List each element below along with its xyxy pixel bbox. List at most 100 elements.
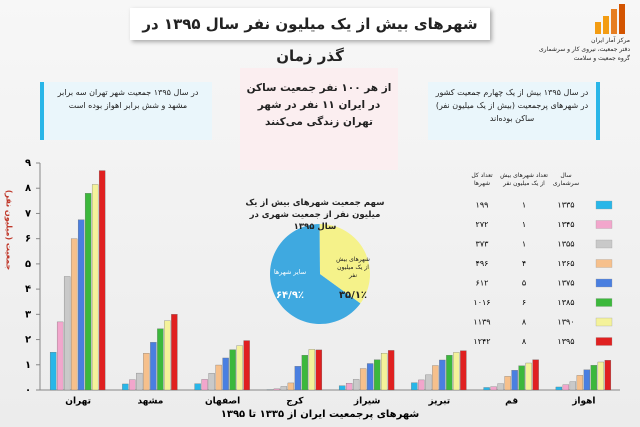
bar: [518, 365, 525, 391]
bar: [136, 372, 143, 391]
table-cell: ۸: [522, 318, 527, 327]
bar: [171, 314, 178, 391]
bar: [583, 369, 591, 391]
bar: [497, 383, 504, 391]
bar: [352, 379, 360, 391]
bar: [243, 340, 250, 391]
table-header: سال سرشماری: [552, 172, 580, 187]
bar: [511, 370, 518, 391]
table-header: تعداد کل شهرها: [471, 172, 493, 187]
bar: [56, 321, 64, 391]
legend-swatch: [595, 317, 613, 327]
legend-label: ۱۳۹۰: [557, 318, 574, 327]
bar: [569, 381, 577, 391]
bar: [373, 359, 381, 391]
legend-label: ۱۳۶۵: [557, 259, 574, 268]
bar: [215, 364, 222, 391]
y-tick-label: ۶: [25, 234, 31, 245]
org-line: دفتر جمعیت، نیروی کار و سرشماری: [538, 46, 630, 53]
bar: [194, 383, 201, 391]
org-line: گروه جمعیت و سلامت: [573, 55, 630, 62]
bar: [77, 219, 85, 391]
bar: [532, 359, 539, 391]
bar: [425, 374, 432, 391]
bar: [483, 387, 490, 391]
bar: [49, 352, 57, 391]
table-cell: ۸: [522, 337, 527, 346]
bar: [150, 342, 157, 391]
bar: [308, 349, 316, 391]
y-tick-label: ۳: [25, 309, 31, 320]
table-header: تعداد شهرهای بیش از یک میلیون نفر: [500, 172, 548, 187]
y-tick-label: ۷: [25, 208, 31, 219]
bar: [597, 361, 605, 391]
table-cell: ۶۱۲: [476, 279, 489, 288]
bar: [446, 355, 453, 391]
y-tick-label: ۸: [25, 183, 31, 194]
legend-swatch: [595, 239, 613, 249]
table-cell: ۱۱۳۹: [473, 318, 490, 327]
bar: [411, 382, 418, 391]
bar: [98, 170, 106, 391]
pie-title: سهم جمعیت شهرهای بیش از یک میلیون نفر از…: [245, 198, 385, 232]
bar: [164, 320, 171, 391]
table-cell: ۱: [522, 240, 526, 249]
table-cell: ۶: [522, 298, 526, 307]
bar: [201, 379, 208, 391]
bar: [236, 345, 243, 391]
pie-label: سایر شهرها: [273, 268, 307, 276]
bar: [345, 383, 353, 391]
org-text: مرکز آمار ایران دفتر جمعیت، نیروی کار و …: [535, 36, 630, 63]
bar: [525, 362, 532, 391]
bar: [366, 363, 374, 391]
table-cell: ۱: [522, 220, 526, 229]
x-tick-label: تبریز: [428, 397, 451, 407]
table-cell: ۱۲۴۲: [473, 337, 490, 346]
pie-value: ۶۴/۹٪: [275, 290, 305, 301]
bar: [555, 386, 563, 391]
legend-swatch: [595, 200, 613, 210]
legend-label: ۱۳۴۵: [557, 220, 574, 229]
legend-swatch: [595, 298, 613, 307]
x-tick-label: تهران: [65, 397, 91, 407]
bar: [576, 375, 584, 391]
x-tick-label: اهواز: [571, 397, 595, 407]
note-right: در سال ۱۳۹۵ بیش از یک چهارم جمعیت کشور د…: [428, 82, 600, 140]
table-cell: ۱۰۱۶: [473, 298, 490, 307]
table-cell: ۴۹۶: [476, 259, 489, 268]
note-middle: از هر ۱۰۰ نفر جمعیت ساکن در ایران ۱۱ نفر…: [240, 68, 398, 170]
table-cell: ۵: [522, 279, 526, 288]
bar: [338, 385, 346, 391]
table-cell: ۲۷۲: [476, 220, 489, 229]
x-tick-label: اصفهان: [205, 397, 240, 407]
x-tick-label: قم: [505, 397, 518, 407]
legend-swatch: [595, 337, 613, 346]
legend-swatch: [595, 259, 613, 268]
bar: [273, 388, 281, 391]
y-tick-label: ۵: [25, 259, 31, 270]
bar: [432, 365, 439, 391]
table-cell: ۴: [522, 259, 526, 268]
bar: [418, 379, 425, 391]
bar: [229, 349, 236, 391]
table-cell: ۱: [522, 201, 526, 210]
logo: [595, 4, 625, 34]
y-tick-label: ۱: [25, 360, 31, 371]
x-axis-label: شهرهای پرجمعیت ایران از ۱۳۳۵ تا ۱۳۹۵: [221, 409, 420, 420]
bar: [222, 357, 229, 391]
bar: [460, 350, 467, 391]
y-tick-label: ۲: [25, 335, 31, 346]
bar: [380, 353, 388, 391]
bar: [70, 238, 78, 391]
bar: [91, 184, 99, 391]
legend-label: ۱۳۵۵: [557, 240, 574, 249]
bar: [294, 366, 302, 391]
x-tick-label: مشهد: [137, 397, 163, 407]
legend-label: ۱۳۳۵: [557, 201, 574, 210]
bar: [84, 193, 92, 391]
legend-label: ۱۳۹۵: [557, 337, 574, 346]
legend-swatch: [595, 278, 613, 288]
bar: [208, 373, 215, 391]
